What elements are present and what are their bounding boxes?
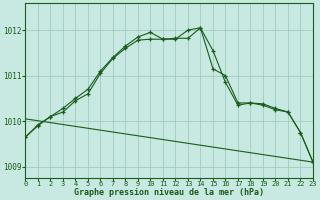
- X-axis label: Graphe pression niveau de la mer (hPa): Graphe pression niveau de la mer (hPa): [74, 188, 264, 197]
